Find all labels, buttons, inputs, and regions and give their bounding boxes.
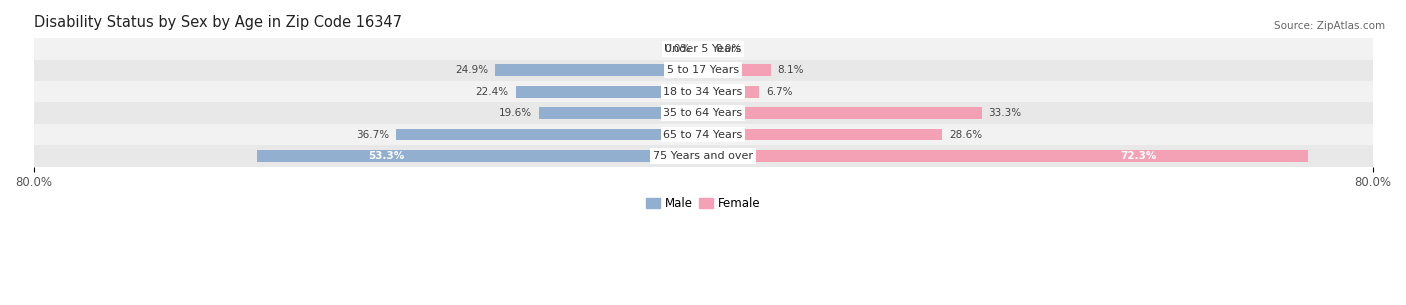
Text: 6.7%: 6.7%	[766, 87, 792, 97]
Text: 0.0%: 0.0%	[716, 44, 742, 54]
Bar	[34, 59, 1372, 81]
Text: 0.0%: 0.0%	[664, 44, 690, 54]
Bar	[516, 86, 703, 98]
Text: 75 Years and over: 75 Years and over	[652, 151, 754, 161]
Bar	[703, 150, 1308, 162]
Text: 72.3%: 72.3%	[1121, 151, 1157, 161]
Text: Source: ZipAtlas.com: Source: ZipAtlas.com	[1274, 21, 1385, 31]
Bar	[34, 81, 1372, 102]
Text: Disability Status by Sex by Age in Zip Code 16347: Disability Status by Sex by Age in Zip C…	[34, 15, 402, 30]
Bar	[703, 86, 759, 98]
Text: 53.3%: 53.3%	[368, 151, 405, 161]
Text: Under 5 Years: Under 5 Years	[665, 44, 741, 54]
Text: 24.9%: 24.9%	[454, 65, 488, 75]
Legend: Male, Female: Male, Female	[641, 192, 765, 215]
Bar	[257, 150, 703, 162]
Bar	[34, 102, 1372, 124]
Text: 65 to 74 Years: 65 to 74 Years	[664, 130, 742, 140]
Text: 22.4%: 22.4%	[475, 87, 509, 97]
Bar	[34, 38, 1372, 59]
Text: 18 to 34 Years: 18 to 34 Years	[664, 87, 742, 97]
Bar	[495, 64, 703, 76]
Bar	[703, 129, 942, 141]
Bar	[34, 145, 1372, 167]
Text: 35 to 64 Years: 35 to 64 Years	[664, 108, 742, 118]
Text: 28.6%: 28.6%	[949, 130, 983, 140]
Text: 19.6%: 19.6%	[499, 108, 533, 118]
Bar	[396, 129, 703, 141]
Bar	[538, 107, 703, 119]
Text: 36.7%: 36.7%	[356, 130, 389, 140]
Text: 33.3%: 33.3%	[988, 108, 1022, 118]
Bar	[703, 64, 770, 76]
Text: 5 to 17 Years: 5 to 17 Years	[666, 65, 740, 75]
Text: 8.1%: 8.1%	[778, 65, 804, 75]
Bar	[703, 107, 981, 119]
Bar	[34, 124, 1372, 145]
